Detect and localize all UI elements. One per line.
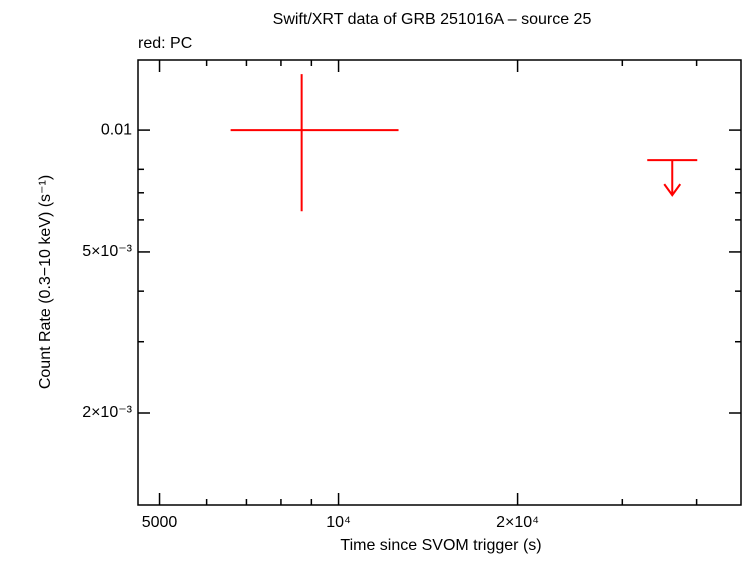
chart-title: Swift/XRT data of GRB 251016A – source 2… (273, 11, 592, 28)
y-tick-label: 5×10⁻³ (82, 243, 132, 260)
x-tick-label: 2×10⁴ (496, 514, 539, 531)
y-tick-label: 2×10⁻³ (82, 404, 132, 421)
y-axis-label: Count Rate (0.3−10 keV) (s⁻¹) (37, 175, 54, 389)
x-axis-label: Time since SVOM trigger (s) (340, 537, 541, 554)
x-tick-label: 5000 (142, 514, 178, 531)
y-tick-label: 0.01 (101, 121, 132, 138)
annotation: red: PC (138, 35, 192, 52)
plot-frame (137, 59, 742, 506)
x-tick-label: 10⁴ (326, 514, 351, 531)
upper-limit-arrow (663, 160, 682, 197)
